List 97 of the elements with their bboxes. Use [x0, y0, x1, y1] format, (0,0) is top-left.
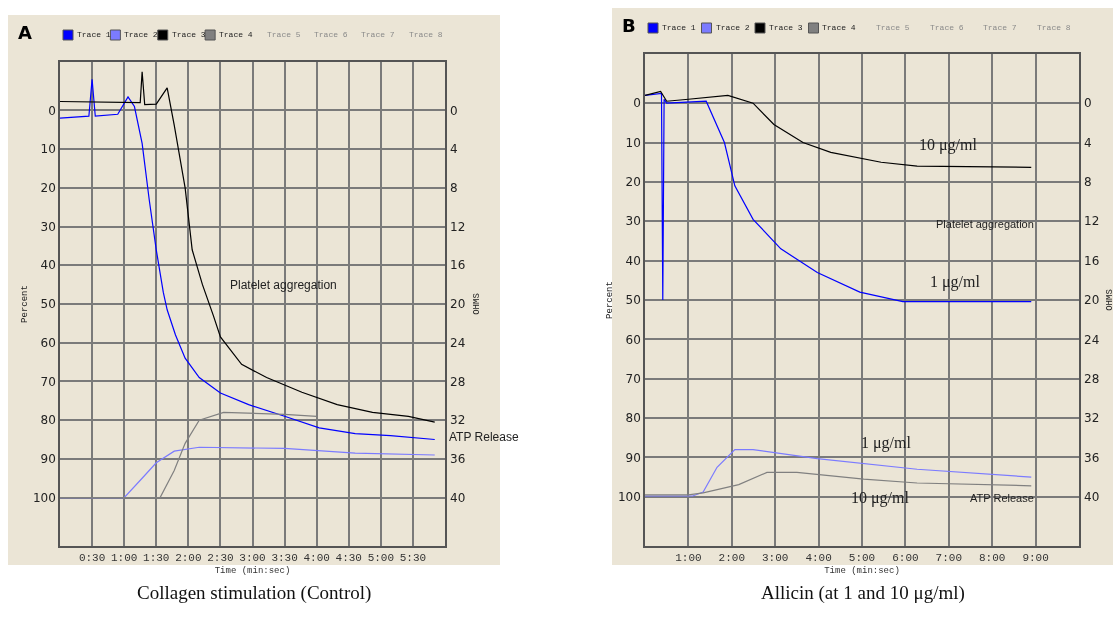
y2-tick-label: 32: [450, 413, 466, 428]
x-tick-label: 1:00: [110, 551, 138, 564]
line-series: [645, 90, 1032, 168]
y2-tick-label: 36: [450, 452, 466, 467]
text: A: [18, 22, 32, 43]
y-tick-label: 0: [633, 96, 641, 111]
y-tick-label: 60: [625, 332, 641, 347]
y-tick-label: 90: [625, 450, 641, 465]
x-tick-label: 6:00: [892, 551, 919, 564]
legend-label: Trace 3: [769, 23, 803, 32]
x-tick-label: 4:30: [335, 551, 362, 564]
y2-tick-label: 24: [1084, 332, 1100, 347]
y2-tick-label: 8: [450, 181, 458, 196]
text: Trace 7: [361, 30, 395, 39]
y2-tick-label: 28: [1084, 371, 1100, 386]
x-tick-label: 3:00: [239, 551, 266, 564]
y2-tick-label: 20: [1084, 293, 1100, 308]
text: Allicin (at 1 and 10 μg/ml): [761, 582, 965, 604]
y2-tick-label: 32: [1084, 411, 1100, 426]
annotation: 1 μg/ml: [861, 434, 912, 452]
x-tick-label: 2:00: [718, 551, 745, 564]
y2-tick-label: 28: [450, 374, 466, 389]
legend-label: Trace 2: [124, 30, 158, 39]
x-tick-label: 1:00: [675, 551, 702, 564]
legend-label: Trace 1: [662, 23, 696, 32]
x-tick-label: 7:00: [935, 551, 962, 564]
text: Trace 8: [1037, 23, 1071, 32]
x-tick-label: 4:00: [303, 551, 330, 564]
line-series: [645, 92, 1032, 303]
x-tick-label: 4:00: [805, 551, 832, 564]
legend-label: Trace 4: [822, 23, 856, 32]
text: B: [622, 15, 636, 36]
y-tick-label: 100: [617, 490, 641, 504]
annotation: Platelet aggregation: [936, 218, 1034, 230]
x-tick-label: 2:30: [207, 551, 234, 564]
y2-tick-label: 0: [450, 103, 458, 118]
text: Trace 7: [983, 23, 1017, 32]
y-tick-label: 100: [32, 490, 56, 505]
y2-tick-label: 4: [1084, 135, 1092, 150]
y2-tick-label: 24: [450, 335, 466, 350]
y2-tick-label: 16: [450, 258, 466, 273]
y-tick-label: 20: [625, 175, 641, 190]
x-tick-label: 8:00: [979, 551, 1006, 564]
y-tick-label: 80: [625, 411, 641, 426]
y-tick-label: 40: [40, 258, 56, 273]
text: Trace 6: [314, 30, 348, 39]
text: Trace 6: [930, 23, 964, 32]
y2-tick-label: 0: [1084, 96, 1092, 111]
y2-tick-label: 36: [1084, 450, 1100, 465]
x-tick-label: 1:30: [143, 551, 170, 564]
y-tick-label: 70: [40, 374, 56, 389]
x-axis-title: Time (min:sec): [824, 566, 900, 577]
y-tick-label: 50: [625, 293, 641, 308]
y-axis-title: Percent: [19, 285, 30, 323]
y2-tick-label: 12: [450, 219, 466, 234]
annotation: Platelet aggregation: [230, 278, 337, 292]
x-tick-label: 5:00: [367, 551, 395, 564]
text: Trace 5: [876, 23, 910, 32]
legend-label: Trace 4: [219, 30, 253, 39]
y2-axis-title: OHMS: [1105, 289, 1115, 311]
y2-tick-label: 8: [1084, 175, 1092, 190]
y-axis-title: Percent: [604, 281, 615, 319]
y2-tick-label: 4: [450, 142, 458, 157]
x-tick-label: 9:00: [1022, 551, 1049, 564]
y-tick-label: 0: [48, 103, 56, 118]
x-tick-label: 2:00: [175, 551, 202, 564]
y2-tick-label: 40: [1084, 490, 1100, 504]
x-tick-label: 5:30: [399, 551, 427, 564]
legend-label: Trace 1: [77, 30, 111, 39]
y-tick-label: 20: [40, 181, 56, 196]
text: Collagen stimulation (Control): [137, 582, 372, 604]
y2-axis-title: OHMS: [472, 293, 483, 315]
legend-label: Trace 2: [716, 23, 750, 32]
y-tick-label: 40: [625, 253, 641, 268]
x-tick-label: 3:00: [762, 551, 789, 564]
text: ATP Release: [449, 430, 519, 444]
annotation: 1 μg/ml: [930, 273, 981, 291]
y2-tick-label: 16: [1084, 253, 1100, 268]
y-tick-label: 60: [40, 335, 56, 350]
x-tick-label: 3:30: [271, 551, 298, 564]
y2-tick-label: 12: [1084, 214, 1100, 229]
y-tick-label: 70: [625, 371, 641, 386]
legend-label: Trace 3: [172, 30, 206, 39]
y-tick-label: 50: [40, 297, 56, 312]
x-tick-label: 0:30: [78, 551, 106, 564]
y-tick-label: 10: [40, 142, 56, 157]
y-tick-label: 80: [40, 413, 56, 428]
y-tick-label: 30: [40, 219, 56, 234]
y-tick-label: 10: [625, 135, 641, 150]
y2-tick-label: 20: [450, 297, 466, 312]
y2-tick-label: 40: [450, 490, 466, 505]
text: Trace 5: [267, 30, 301, 39]
y-tick-label: 30: [625, 214, 641, 229]
y-tick-label: 90: [40, 452, 56, 467]
x-axis-title: Time (min:sec): [214, 566, 291, 577]
text: Trace 8: [409, 30, 443, 39]
x-tick-label: 5:00: [848, 551, 876, 564]
